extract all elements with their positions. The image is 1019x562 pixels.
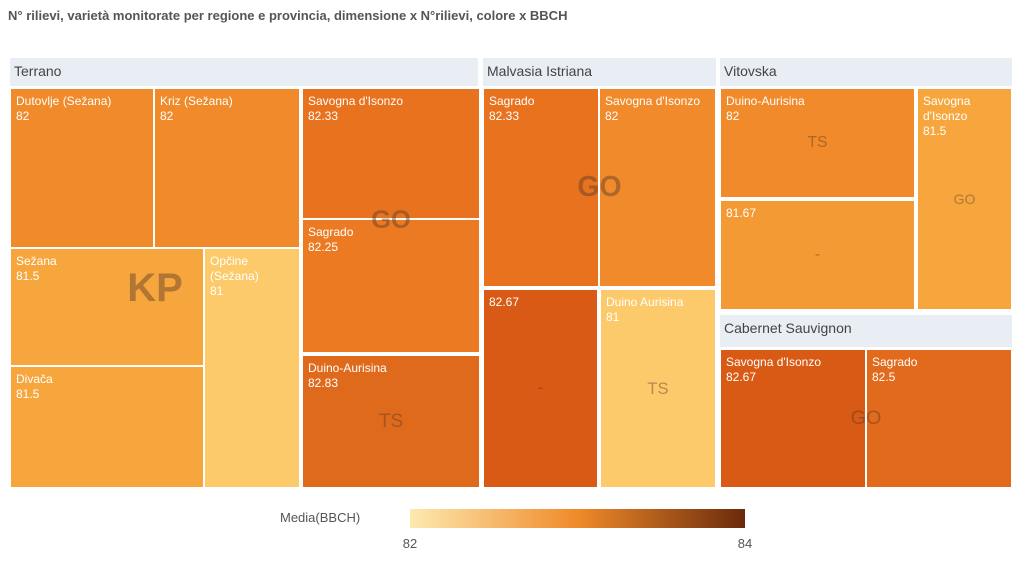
tile: Duino-Aurisina 82.83 — [302, 355, 480, 488]
tile-label: Savogna d'Isonzo — [726, 355, 822, 369]
tile-value: 82 — [605, 109, 619, 123]
tile: 82.67 — [483, 289, 598, 488]
tile-label: Divača — [16, 372, 53, 386]
colorbar — [410, 509, 745, 528]
tile-value: 81 — [210, 284, 224, 298]
tile-value: 82.67 — [489, 295, 520, 309]
tile-value: 81.5 — [16, 269, 40, 283]
tile: Sagrado 82.5 — [866, 349, 1012, 488]
tile: Sagrado 82.25 — [302, 219, 480, 353]
tile-label: Savogna d'Isonzo — [923, 94, 971, 123]
tile-label: Savogna d'Isonzo — [605, 94, 701, 108]
tile-label: Duino-Aurisina — [308, 361, 387, 375]
tile-value: 82.33 — [308, 109, 339, 123]
tile: Dutovlje (Sežana) 82 — [10, 88, 154, 248]
tile: Savogna d'Isonzo 82 — [599, 88, 716, 287]
tile-value: 82.5 — [872, 370, 896, 384]
tile-value: 82.25 — [308, 240, 339, 254]
tile: Opčine (Sežana) 81 — [204, 248, 300, 488]
tile-label: Sagrado — [308, 225, 354, 239]
colorbar-tick-label: 84 — [737, 536, 753, 551]
tile: Duino-Aurisina 82 — [720, 88, 915, 198]
tile-value: 82.67 — [726, 370, 757, 384]
tile-value: 82 — [160, 109, 174, 123]
tile: Duino Aurisina 81 — [600, 289, 716, 488]
tile-label: Kriz (Sežana) — [160, 94, 233, 108]
tile-label: Sagrado — [489, 94, 535, 108]
tile-label: Sagrado — [872, 355, 918, 369]
tile: Sagrado 82.33 — [483, 88, 599, 287]
tile-label: Duino-Aurisina — [726, 94, 805, 108]
tile-value: 81.5 — [923, 124, 947, 138]
tile-value: 81 — [606, 310, 620, 324]
tile-value: 82 — [726, 109, 740, 123]
colorbar-tick-label: 82 — [402, 536, 418, 551]
tile: Savogna d'Isonzo 81.5 — [917, 88, 1012, 310]
colorbar-title: Media(BBCH) — [280, 510, 361, 525]
tile-label: Duino Aurisina — [606, 295, 684, 309]
tile-label: Opčine (Sežana) — [210, 254, 259, 283]
group-header: Malvasia Istriana — [483, 58, 716, 86]
tile-label: Dutovlje (Sežana) — [16, 94, 112, 108]
group-header: Vitovska — [720, 58, 1012, 86]
group-header: Cabernet Sauvignon — [720, 315, 1012, 347]
tile-label: Sežana — [16, 254, 57, 268]
tile: 81.67 — [720, 200, 915, 310]
group-header: Terrano — [10, 58, 478, 86]
chart-title: N° rilievi, varietà monitorate per regio… — [8, 8, 568, 23]
tile-value: 82.83 — [308, 376, 339, 390]
tile-value: 82.33 — [489, 109, 520, 123]
tile: Kriz (Sežana) 82 — [154, 88, 300, 248]
tile: Sežana 81.5 — [10, 248, 204, 366]
tile: Savogna d'Isonzo 82.67 — [720, 349, 866, 488]
tile-value: 82 — [16, 109, 30, 123]
tile-value: 81.5 — [16, 387, 40, 401]
tile-label: Savogna d'Isonzo — [308, 94, 404, 108]
tile-value: 81.67 — [726, 206, 757, 220]
tile: Divača 81.5 — [10, 366, 204, 488]
tile: Savogna d'Isonzo 82.33 — [302, 88, 480, 219]
